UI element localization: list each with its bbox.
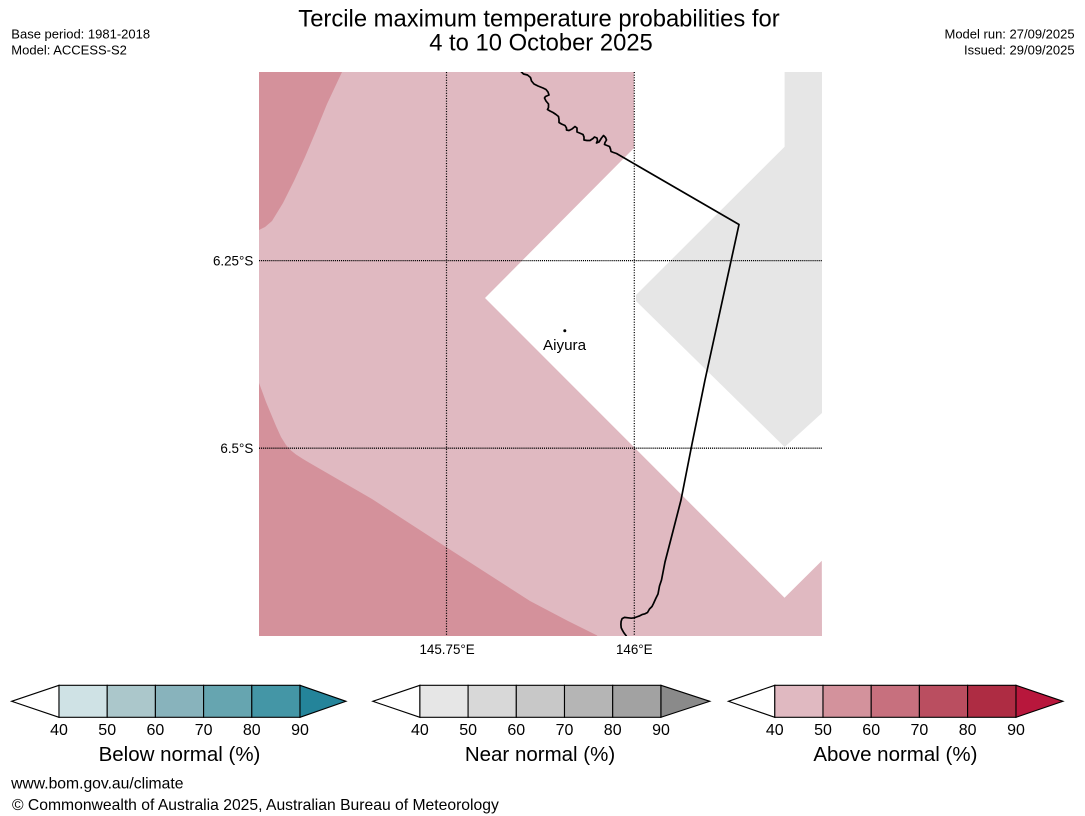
svg-text:90: 90 <box>1007 722 1025 739</box>
svg-text:70: 70 <box>195 722 213 739</box>
svg-text:60: 60 <box>507 722 525 739</box>
svg-text:145.75°E: 145.75°E <box>419 642 474 657</box>
svg-text:Model run: 27/09/2025: Model run: 27/09/2025 <box>944 27 1074 42</box>
svg-text:50: 50 <box>459 722 477 739</box>
svg-text:90: 90 <box>291 722 309 739</box>
svg-text:4 to 10 October 2025: 4 to 10 October 2025 <box>429 30 653 57</box>
svg-text:60: 60 <box>862 722 880 739</box>
svg-text:60: 60 <box>147 722 165 739</box>
svg-text:80: 80 <box>959 722 977 739</box>
svg-text:Base period: 1981-2018: Base period: 1981-2018 <box>11 27 150 42</box>
svg-text:146°E: 146°E <box>616 642 653 657</box>
svg-text:40: 40 <box>766 722 784 739</box>
svg-text:Tercile maximum temperature pr: Tercile maximum temperature probabilitie… <box>298 6 779 33</box>
svg-text:40: 40 <box>411 722 429 739</box>
svg-text:6.5°S: 6.5°S <box>220 441 253 456</box>
svg-text:Below normal (%): Below normal (%) <box>99 743 261 766</box>
svg-text:50: 50 <box>814 722 832 739</box>
svg-text:Above normal (%): Above normal (%) <box>813 743 977 766</box>
svg-text:80: 80 <box>243 722 261 739</box>
svg-text:70: 70 <box>911 722 929 739</box>
svg-text:Aiyura: Aiyura <box>543 337 587 354</box>
svg-text:Near normal (%): Near normal (%) <box>465 743 615 766</box>
svg-text:© Commonwealth of Australia 20: © Commonwealth of Australia 2025, Austra… <box>12 797 499 814</box>
svg-text:Issued: 29/09/2025: Issued: 29/09/2025 <box>964 43 1075 58</box>
svg-text:70: 70 <box>556 722 574 739</box>
svg-text:www.bom.gov.au/climate: www.bom.gov.au/climate <box>10 775 184 792</box>
svg-text:50: 50 <box>98 722 116 739</box>
svg-text:80: 80 <box>604 722 622 739</box>
svg-text:40: 40 <box>50 722 68 739</box>
svg-text:Model: ACCESS-S2: Model: ACCESS-S2 <box>11 43 127 58</box>
svg-text:6.25°S: 6.25°S <box>213 254 253 269</box>
svg-text:90: 90 <box>652 722 670 739</box>
